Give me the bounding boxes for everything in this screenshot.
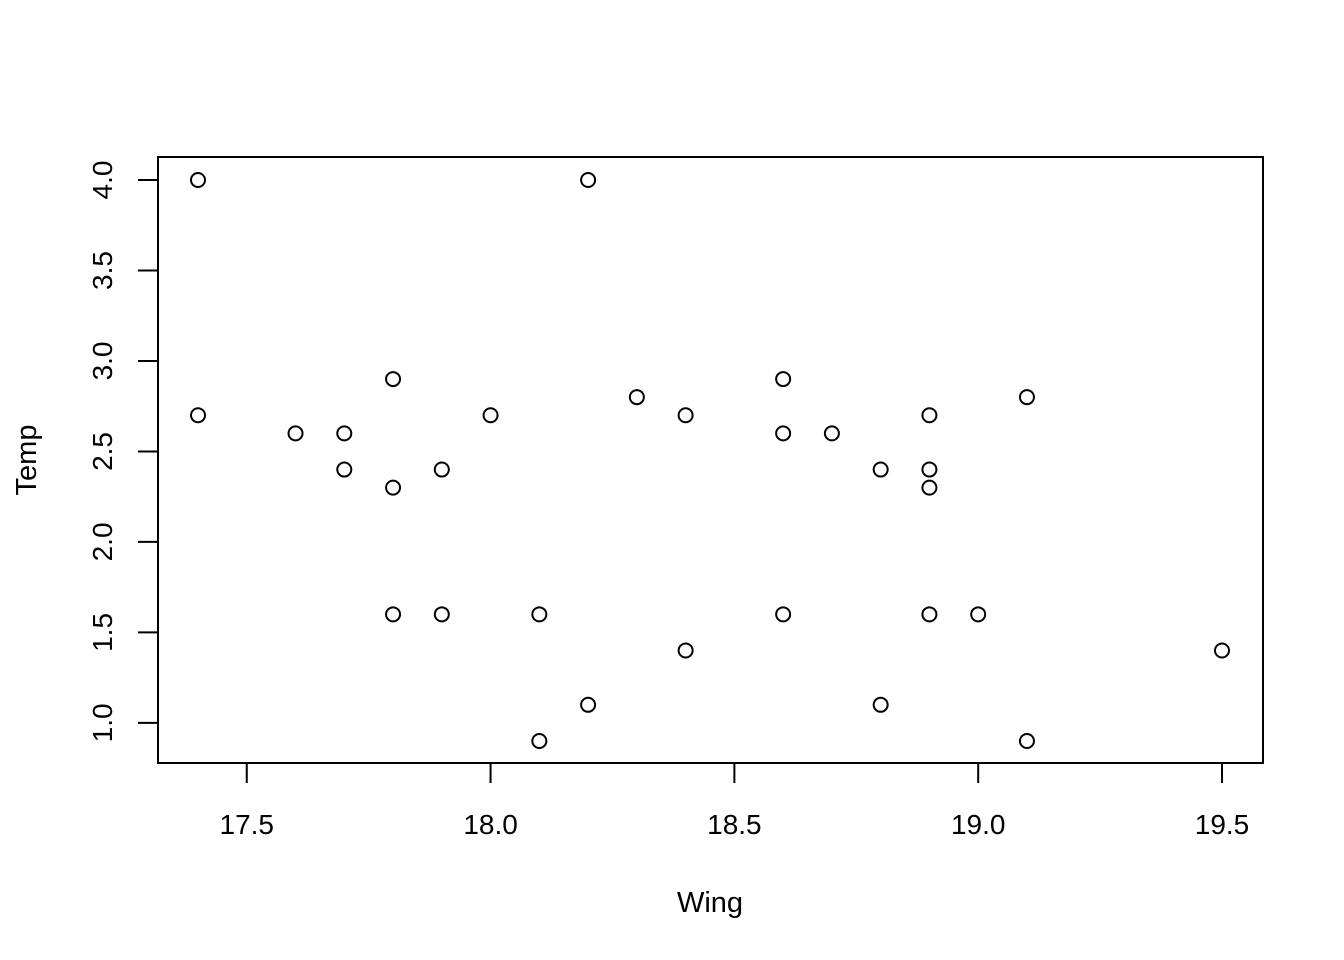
data-point bbox=[336, 461, 353, 478]
data-point bbox=[1018, 733, 1035, 749]
data-point bbox=[921, 606, 938, 623]
y-tick-label: 2.0 bbox=[87, 522, 118, 561]
y-tick-label: 1.5 bbox=[87, 613, 118, 652]
data-point bbox=[385, 606, 402, 623]
data-point bbox=[287, 425, 304, 442]
data-point bbox=[921, 407, 938, 424]
y-tick-label: 1.0 bbox=[87, 703, 118, 742]
y-axis-title: Temp bbox=[11, 425, 43, 496]
data-point bbox=[628, 389, 645, 406]
x-tick-label: 18.5 bbox=[707, 809, 762, 840]
x-tick-label: 19.5 bbox=[1195, 809, 1250, 840]
x-axis-title: Wing bbox=[677, 887, 743, 919]
data-point bbox=[872, 461, 889, 478]
x-tick-label: 17.5 bbox=[220, 809, 275, 840]
data-point bbox=[970, 606, 987, 623]
y-axis: 1.0 1.5 2.0 2.5 3.0 3.5 4.0 bbox=[87, 161, 159, 742]
x-tick-label: 19.0 bbox=[951, 809, 1006, 840]
data-point bbox=[677, 407, 694, 424]
data-point bbox=[1214, 642, 1230, 659]
data-point bbox=[1018, 389, 1035, 406]
x-axis: 17.5 18.0 18.5 19.0 19.5 bbox=[220, 762, 1250, 840]
data-point bbox=[433, 606, 450, 623]
data-point bbox=[385, 371, 402, 388]
plot-frame bbox=[157, 156, 1264, 764]
data-point bbox=[580, 172, 597, 188]
y-tick-label: 4.0 bbox=[87, 161, 118, 200]
data-point bbox=[190, 407, 206, 424]
data-point bbox=[385, 479, 402, 496]
y-tick-label: 3.0 bbox=[87, 341, 118, 380]
data-point bbox=[921, 479, 938, 496]
data-point bbox=[775, 371, 792, 388]
data-point bbox=[775, 425, 792, 442]
data-point bbox=[872, 696, 889, 713]
data-point bbox=[482, 407, 499, 424]
data-point bbox=[823, 425, 840, 442]
x-tick-label: 18.0 bbox=[463, 809, 518, 840]
data-points bbox=[190, 172, 1230, 749]
data-point bbox=[190, 172, 206, 188]
data-point bbox=[531, 733, 548, 749]
y-tick-label: 3.5 bbox=[87, 251, 118, 290]
data-point bbox=[580, 696, 597, 713]
data-point bbox=[921, 461, 938, 478]
data-point bbox=[677, 642, 694, 659]
data-point bbox=[433, 461, 450, 478]
data-point bbox=[531, 606, 548, 623]
data-point bbox=[775, 606, 792, 623]
data-point bbox=[336, 425, 353, 442]
y-tick-label: 2.5 bbox=[87, 432, 118, 471]
